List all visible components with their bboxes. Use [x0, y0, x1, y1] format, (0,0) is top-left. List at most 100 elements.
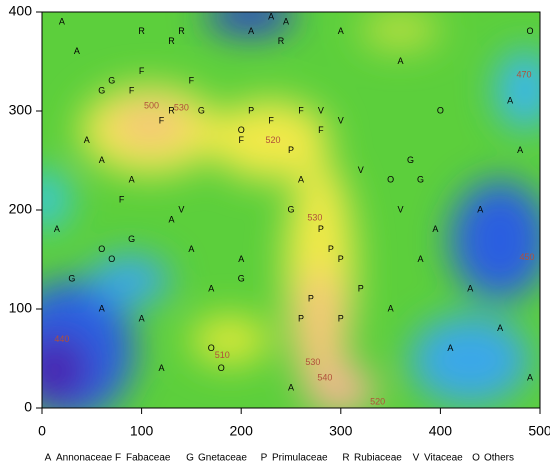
point: O	[108, 254, 115, 264]
point: P	[318, 224, 324, 234]
y-tick-label: 100	[9, 300, 33, 316]
point: A	[467, 284, 473, 294]
point: A	[338, 26, 344, 36]
y-tick-label: 300	[9, 102, 33, 118]
point: P	[328, 244, 334, 254]
point: A	[238, 254, 244, 264]
y-tick-label: 400	[9, 3, 33, 19]
legend-symbol: V	[413, 453, 420, 464]
legend-label: Vitaceae	[424, 453, 463, 464]
point: A	[129, 175, 135, 185]
point: G	[407, 155, 414, 165]
legend-symbol: R	[342, 453, 349, 464]
point: G	[128, 234, 135, 244]
point: O	[218, 363, 225, 373]
contour-label: 520	[266, 135, 281, 145]
legend-label: Primulaceae	[272, 453, 328, 464]
point: G	[417, 175, 424, 185]
point: R	[138, 26, 145, 36]
point: F	[298, 105, 304, 115]
point: O	[387, 175, 394, 185]
point: A	[248, 26, 254, 36]
point: A	[188, 244, 194, 254]
point: O	[437, 105, 444, 115]
legend-label: Annonaceae	[56, 453, 113, 464]
point: R	[168, 36, 175, 46]
legend-label: Gnetaceae	[198, 453, 247, 464]
point: G	[198, 105, 205, 115]
heatmap	[42, 12, 540, 408]
point: A	[447, 343, 453, 353]
point: A	[417, 254, 423, 264]
y-tick-label: 0	[24, 399, 32, 415]
contour-label: 510	[215, 350, 230, 360]
point: O	[238, 125, 245, 135]
point: P	[308, 293, 314, 303]
point: A	[159, 363, 165, 373]
point: A	[74, 46, 80, 56]
point: G	[238, 274, 245, 284]
point: V	[318, 105, 324, 115]
point: G	[68, 274, 75, 284]
point: F	[129, 86, 135, 96]
point: A	[208, 284, 214, 294]
contour-label: 530	[307, 212, 322, 222]
contour-label: 470	[517, 70, 532, 80]
point: A	[388, 303, 394, 313]
point: A	[497, 323, 503, 333]
point: A	[54, 224, 60, 234]
point: A	[84, 135, 90, 145]
legend-symbol: A	[45, 453, 52, 464]
point: A	[168, 214, 174, 224]
point: A	[99, 303, 105, 313]
point: P	[288, 145, 294, 155]
point: A	[517, 145, 523, 155]
point: A	[288, 383, 294, 393]
contour-label: 450	[520, 252, 535, 262]
point: O	[527, 26, 534, 36]
point: F	[159, 115, 165, 125]
contour-label: 530	[174, 102, 189, 112]
point: R	[168, 105, 175, 115]
point: P	[248, 105, 254, 115]
point: A	[139, 313, 145, 323]
contour-label: 440	[54, 334, 69, 344]
point: F	[238, 135, 244, 145]
legend-symbol: O	[472, 453, 480, 464]
point: F	[189, 76, 195, 86]
x-tick-label: 500	[528, 423, 550, 439]
point: F	[139, 66, 145, 76]
point: G	[98, 86, 105, 96]
point: A	[507, 95, 513, 105]
point: A	[477, 204, 483, 214]
point: F	[268, 115, 274, 125]
point: P	[338, 254, 344, 264]
point: F	[119, 194, 125, 204]
legend-label: Fabaceae	[126, 453, 171, 464]
x-tick-label: 300	[329, 423, 353, 439]
point: G	[287, 204, 294, 214]
point: V	[358, 165, 364, 175]
x-tick-label: 100	[130, 423, 154, 439]
legend-symbol: G	[186, 453, 194, 464]
point: A	[398, 56, 404, 66]
point: A	[99, 155, 105, 165]
point: A	[268, 11, 274, 21]
point: A	[432, 224, 438, 234]
legend: A Annonaceae F Fabaceae G Gnetaceae P Primulace…	[45, 453, 514, 464]
point: P	[358, 284, 364, 294]
point: G	[108, 76, 115, 86]
contour-label: 530	[305, 357, 320, 367]
point: P	[338, 313, 344, 323]
x-tick-label: 200	[230, 423, 254, 439]
point: R	[278, 36, 285, 46]
legend-label: Rubiaceae	[354, 453, 402, 464]
contour-label: 540	[317, 373, 332, 383]
x-tick-label: 0	[38, 423, 46, 439]
legend-label: Others	[484, 453, 514, 464]
x-tick-label: 400	[429, 423, 453, 439]
legend-symbol: P	[261, 453, 268, 464]
point: A	[298, 175, 304, 185]
